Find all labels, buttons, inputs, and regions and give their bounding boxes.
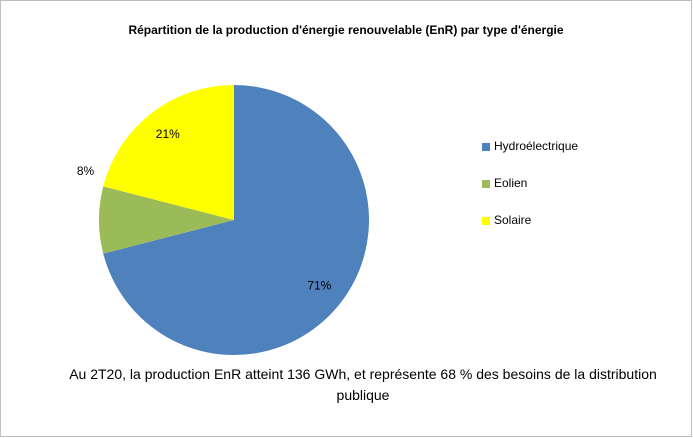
pie-slice	[99, 186, 234, 254]
legend-label: Hydroélectrique	[494, 139, 578, 153]
legend-swatch	[482, 217, 490, 225]
annotation: Au 2T20, la production EnR atteint 136 G…	[69, 366, 657, 403]
legend-label: Solaire	[494, 213, 532, 227]
data-label: 8%	[77, 164, 95, 178]
pie-slice	[103, 85, 370, 355]
legend-swatch	[482, 180, 490, 188]
pie-slice	[103, 85, 234, 220]
legend-swatch	[482, 143, 490, 151]
data-label: 21%	[156, 127, 180, 141]
legend-label: Eolien	[494, 176, 527, 190]
chart-title: Répartition de la production d'énergie r…	[128, 23, 563, 37]
data-label: 71%	[307, 278, 331, 292]
